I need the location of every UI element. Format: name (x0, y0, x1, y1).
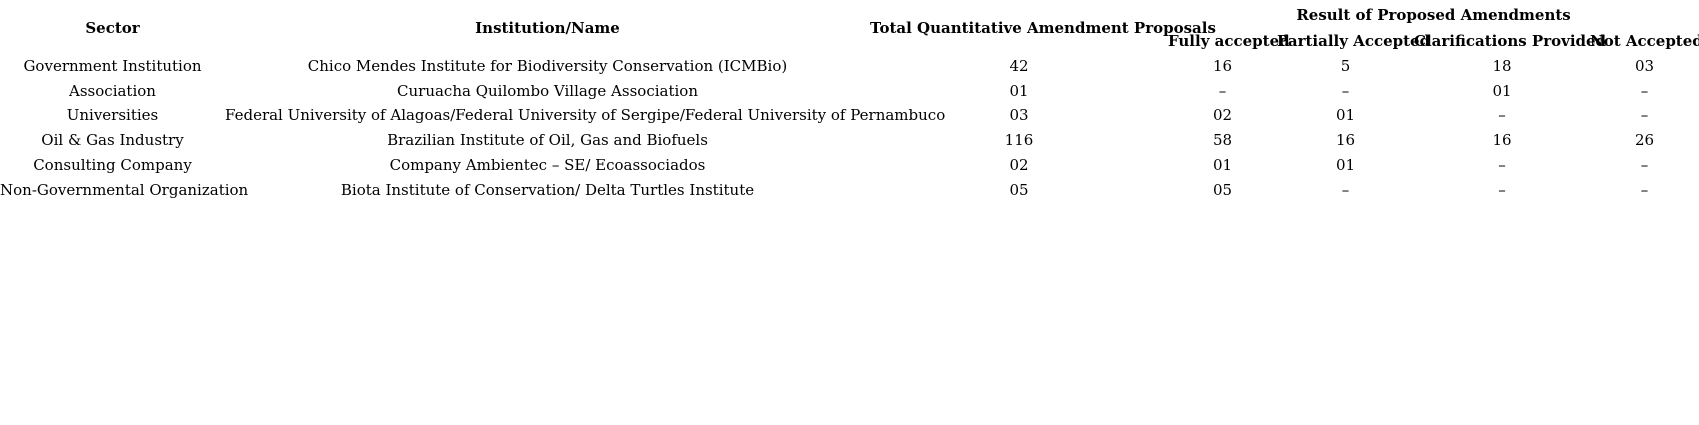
cell-not-accepted: – (1640, 106, 1649, 125)
cell-institution: Federal University of Alagoas/Federal Un… (225, 106, 946, 125)
cell-institution: Chico Mendes Institute for Biodiversity … (307, 57, 788, 76)
cell-partially-accepted: – (1341, 81, 1350, 100)
cell-sector: Universities (66, 106, 159, 125)
col-header-fully-accepted: Fully accepted (1168, 31, 1290, 50)
cell-not-accepted: – (1640, 81, 1649, 100)
cell-total: 03 (1009, 106, 1029, 125)
col-header-clarifications-provided: Clarifications Provided (1414, 31, 1607, 50)
cell-not-accepted: 26 (1634, 131, 1655, 150)
header-row-sub: Fully accepted Partially Accepted Clarif… (0, 28, 1699, 54)
cell-not-accepted: – (1640, 155, 1649, 174)
cell-fully-accepted: 58 (1212, 131, 1233, 150)
cell-partially-accepted: 01 (1335, 106, 1356, 125)
col-header-sector: Sector (85, 18, 140, 37)
cell-institution: Company Ambientec – SE/ Ecoassociados (389, 155, 706, 174)
table-row: Consulting Company Company Ambientec – S… (0, 153, 1699, 178)
cell-institution: Biota Institute of Conservation/ Delta T… (340, 180, 755, 199)
cell-clarifications-provided: 18 (1492, 57, 1512, 76)
cell-not-accepted: – (1640, 180, 1649, 199)
table-row: Non-Governmental Organization Biota Inst… (0, 177, 1699, 202)
cell-clarifications-provided: 16 (1492, 131, 1512, 150)
cell-total: 02 (1009, 155, 1029, 174)
cell-fully-accepted: – (1218, 81, 1227, 100)
cell-total: 42 (1009, 57, 1029, 76)
cell-total: 05 (1009, 180, 1029, 199)
cell-total: 01 (1009, 81, 1029, 100)
col-header-institution: Institution/Name (475, 18, 620, 37)
cell-fully-accepted: 02 (1212, 106, 1233, 125)
cell-clarifications-provided: 01 (1492, 81, 1512, 100)
cell-sector: Consulting Company (33, 155, 192, 174)
cell-partially-accepted: 5 (1340, 57, 1351, 76)
cell-institution: Brazilian Institute of Oil, Gas and Biof… (387, 131, 708, 150)
cell-fully-accepted: 16 (1212, 57, 1233, 76)
cell-sector: Government Institution (23, 57, 202, 76)
table-row: Government Institution Chico Mendes Inst… (0, 54, 1699, 79)
cell-clarifications-provided: – (1498, 106, 1506, 125)
col-header-not-accepted: Not Accepted (1590, 31, 1699, 50)
cell-institution: Curuacha Quilombo Village Association (397, 81, 698, 100)
cell-sector: Association (69, 81, 156, 100)
cell-clarifications-provided: – (1498, 155, 1506, 174)
col-header-total-proposals: Total Quantitative Amendment Proposals (870, 18, 1216, 37)
cell-sector: Non-Governmental Organization (0, 180, 249, 199)
cell-partially-accepted: 01 (1335, 155, 1356, 174)
amendments-table: Sector Institution/Name Total Quantitati… (0, 2, 1699, 202)
cell-clarifications-provided: – (1498, 180, 1506, 199)
cell-sector: Oil & Gas Industry (41, 131, 184, 150)
table-row: Association Curuacha Quilombo Village As… (0, 79, 1699, 104)
col-header-partially-accepted: Partially Accepted (1277, 31, 1431, 50)
cell-partially-accepted: 16 (1335, 131, 1356, 150)
header-row-top: Sector Institution/Name Total Quantitati… (0, 2, 1699, 37)
cell-fully-accepted: 05 (1212, 180, 1233, 199)
table-row: Universities Federal University of Alago… (0, 103, 1699, 128)
cell-fully-accepted: 01 (1212, 155, 1233, 174)
table-row: Oil & Gas Industry Brazilian Institute o… (0, 128, 1699, 153)
cell-not-accepted: 03 (1634, 57, 1655, 76)
col-header-result-group: Result of Proposed Amendments (1296, 5, 1571, 24)
cell-total: 116 (1004, 131, 1034, 150)
cell-partially-accepted: – (1341, 180, 1350, 199)
